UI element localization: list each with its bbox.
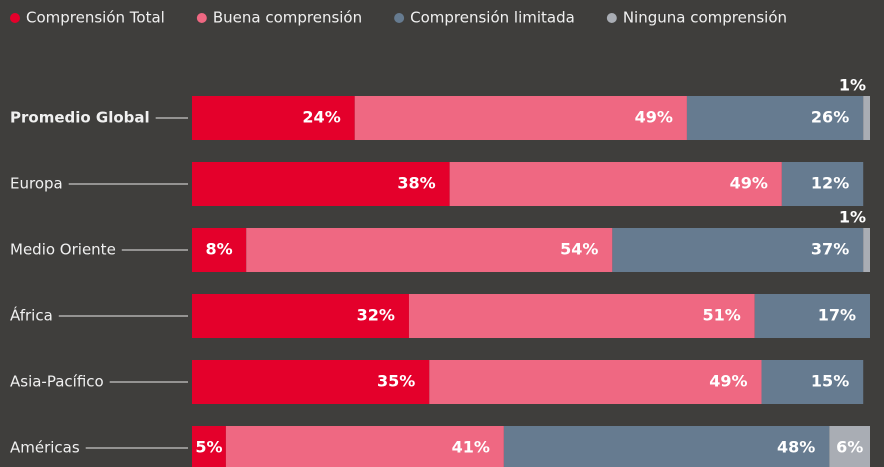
bar-segment — [781, 162, 864, 206]
value-label: 37% — [811, 240, 849, 259]
bar-segment — [429, 360, 762, 404]
bar-segment — [503, 426, 830, 467]
value-label: 15% — [811, 372, 849, 391]
bar-segment — [863, 228, 870, 272]
value-label: 8% — [206, 240, 233, 259]
bar-segment — [829, 426, 870, 467]
bar-segment — [192, 360, 430, 404]
bar-segment — [192, 294, 409, 338]
category-label: Medio Oriente — [10, 241, 116, 259]
bar-segment — [192, 228, 247, 272]
bar-segment — [754, 294, 870, 338]
category-label: África — [10, 306, 53, 325]
legend-label: Comprensión Total — [26, 9, 165, 27]
bar-segment — [686, 96, 864, 140]
bar-segment — [449, 162, 782, 206]
category-label: Europa — [10, 175, 63, 193]
value-label: 38% — [397, 174, 435, 193]
bar-segment — [192, 426, 226, 467]
bar-segment — [761, 360, 864, 404]
value-label: 26% — [811, 108, 849, 127]
value-label: 49% — [635, 108, 673, 127]
bar-segment — [612, 228, 864, 272]
bar-segment — [246, 228, 613, 272]
legend-swatch — [606, 13, 617, 23]
legend-swatch — [10, 13, 20, 23]
bar-segment — [408, 294, 755, 338]
value-label: 1% — [839, 76, 866, 95]
value-label: 17% — [818, 306, 856, 325]
value-label: 48% — [777, 438, 815, 457]
legend-label: Buena comprensión — [213, 9, 362, 27]
value-label: 24% — [302, 108, 340, 127]
value-label: 51% — [702, 306, 740, 325]
value-label: 49% — [730, 174, 768, 193]
legend-label: Comprensión limitada — [410, 9, 575, 27]
bar-segment — [354, 96, 687, 140]
value-label: 32% — [357, 306, 395, 325]
value-label: 41% — [452, 438, 490, 457]
bar-segment — [192, 96, 355, 140]
legend-label: Ninguna comprensión — [623, 9, 787, 27]
value-label: 6% — [836, 438, 863, 457]
category-label: Américas — [10, 439, 80, 457]
value-label: 12% — [811, 174, 849, 193]
legend-swatch — [196, 13, 207, 23]
category-label: Promedio Global — [10, 109, 150, 127]
value-label: 35% — [377, 372, 415, 391]
bar-segment — [863, 96, 870, 140]
bar-segment — [192, 162, 450, 206]
value-label: 5% — [195, 438, 222, 457]
bar-segment — [225, 426, 504, 467]
value-label: 54% — [560, 240, 598, 259]
value-label: 1% — [839, 208, 866, 227]
category-label: Asia-Pacífico — [10, 373, 104, 391]
legend-swatch — [394, 13, 405, 23]
value-label: 49% — [709, 372, 747, 391]
